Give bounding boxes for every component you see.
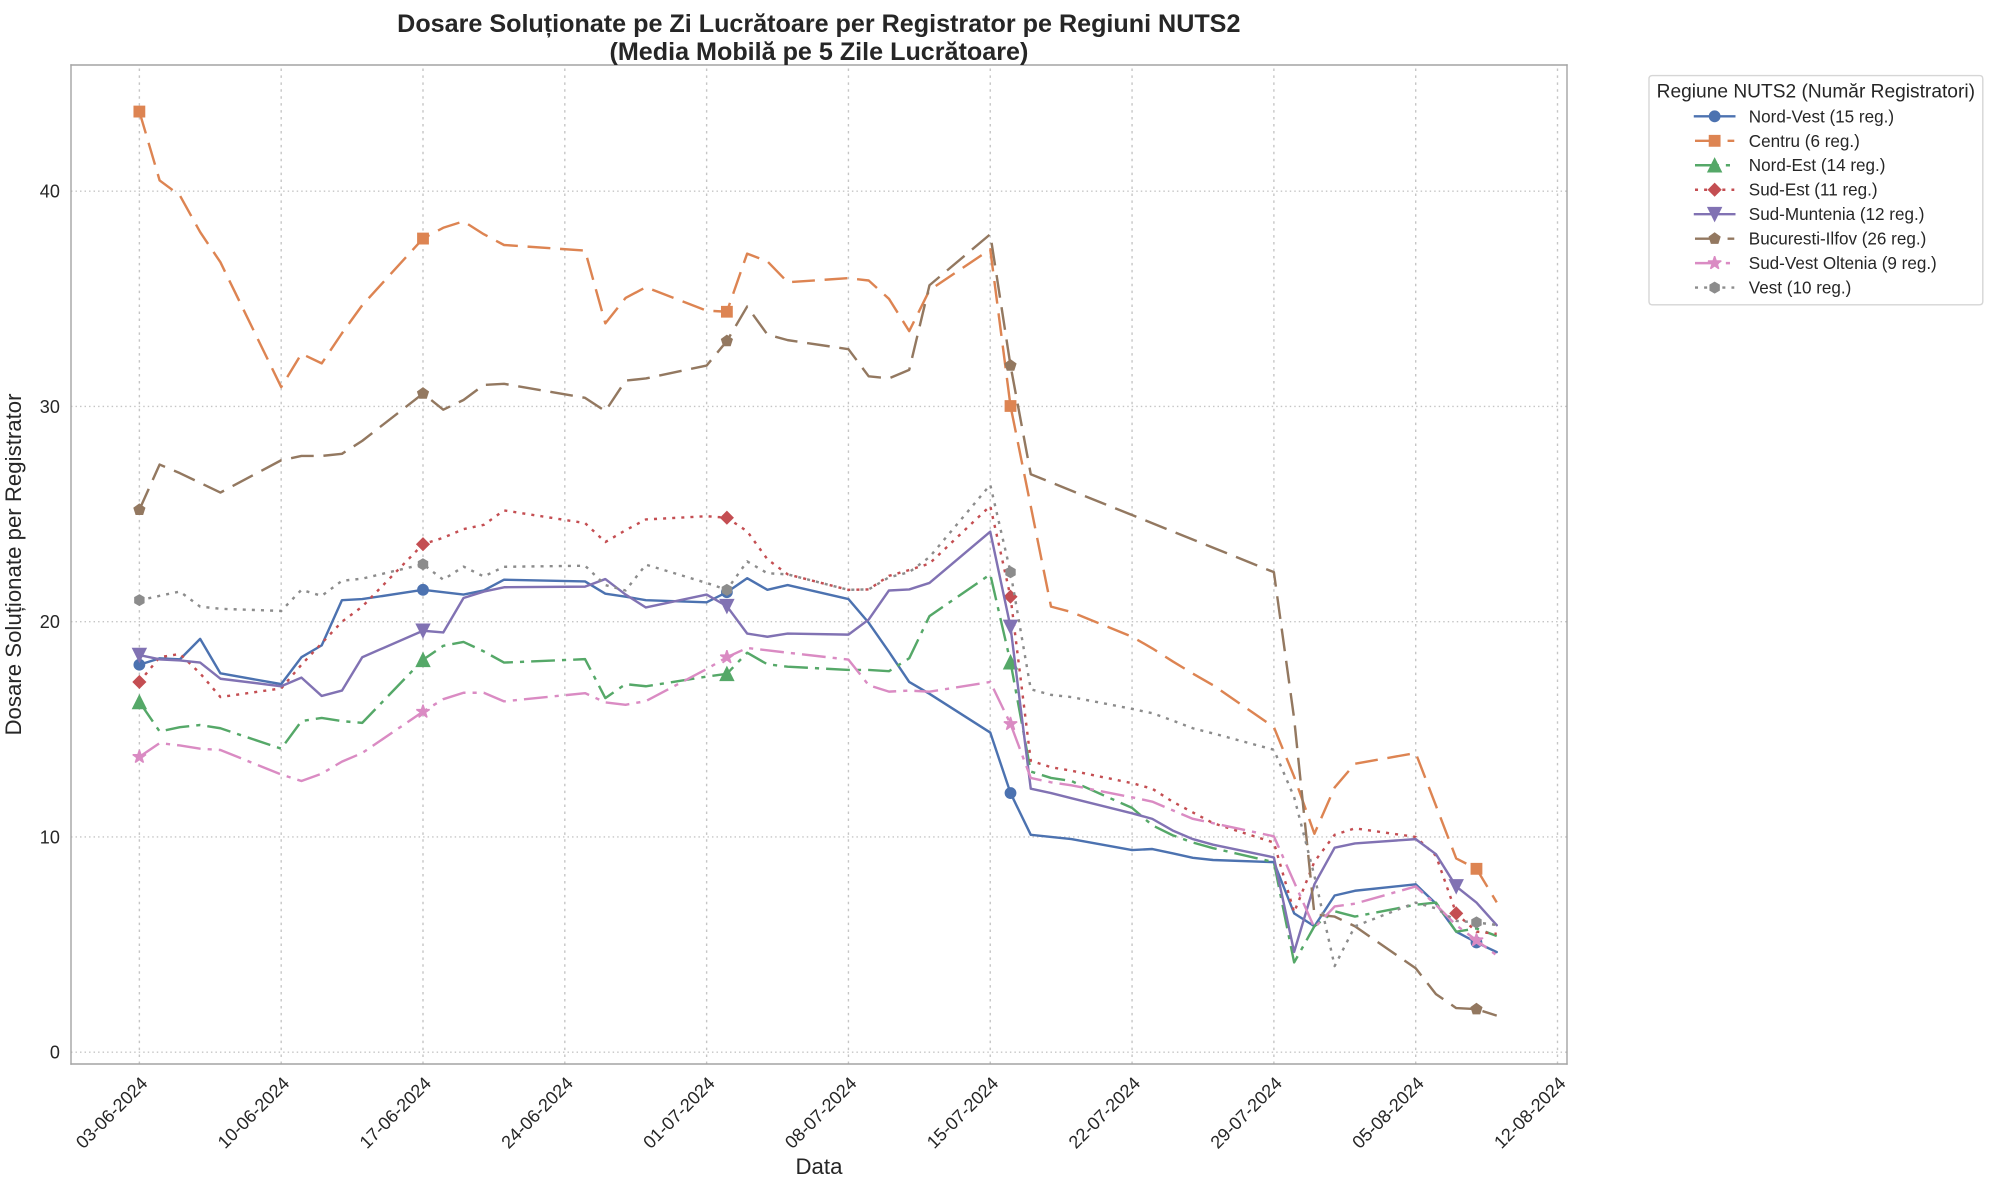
svg-text:Data: Data [796,1154,844,1179]
svg-text:Sud-Est (11 reg.): Sud-Est (11 reg.) [1749,181,1878,200]
svg-text:Centru (6 reg.): Centru (6 reg.) [1749,132,1860,151]
svg-text:Nord-Est (14 reg.): Nord-Est (14 reg.) [1749,156,1886,175]
svg-text:Sud-Vest Oltenia (9 reg.): Sud-Vest Oltenia (9 reg.) [1749,254,1937,273]
svg-text:Regiune NUTS2 (Număr Registrat: Regiune NUTS2 (Număr Registratori) [1657,81,1975,102]
svg-text:30: 30 [40,397,60,417]
svg-text:Bucuresti-Ilfov (26 reg.): Bucuresti-Ilfov (26 reg.) [1749,230,1927,249]
svg-text:40: 40 [40,182,60,202]
svg-text:(Media Mobilă pe 5 Zile Lucrăt: (Media Mobilă pe 5 Zile Lucrătoare) [609,38,1028,66]
svg-text:10: 10 [40,827,60,847]
svg-text:0: 0 [50,1043,60,1063]
svg-text:Sud-Muntenia (12 reg.): Sud-Muntenia (12 reg.) [1749,205,1925,224]
svg-text:Nord-Vest (15 reg.): Nord-Vest (15 reg.) [1749,107,1894,126]
svg-text:Dosare Soluționate pe Zi Lucră: Dosare Soluționate pe Zi Lucrătoare per … [397,10,1240,38]
svg-text:Dosare Soluționate per Registr: Dosare Soluționate per Registrator [1,393,26,736]
svg-text:Vest (10 reg.): Vest (10 reg.) [1749,279,1852,298]
svg-text:20: 20 [40,612,60,632]
